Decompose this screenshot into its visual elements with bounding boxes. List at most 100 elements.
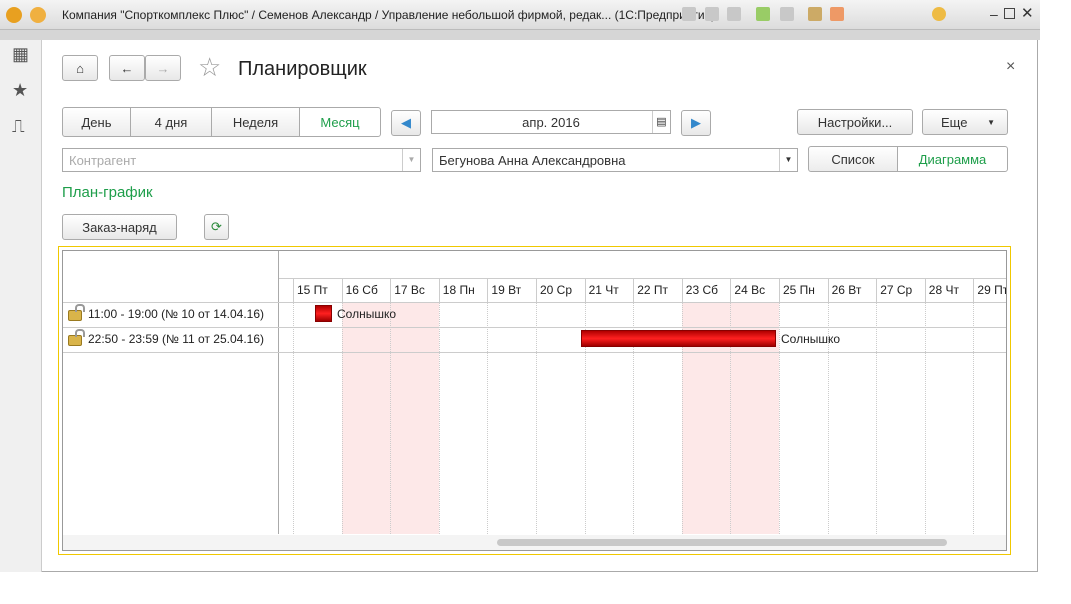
day-gridline [730, 302, 732, 534]
bookmark-icon[interactable] [780, 7, 794, 21]
period-week-button[interactable]: Неделя [211, 107, 300, 137]
maximize-icon[interactable] [1004, 8, 1015, 19]
weekend-column [341, 302, 391, 534]
row-label-text: 22:50 - 23:59 (№ 11 от 25.04.16) [88, 331, 264, 346]
minimize-icon[interactable]: – [990, 6, 998, 22]
prev-period-button[interactable]: ◀ [391, 110, 421, 136]
day-header: 23 Сб [681, 278, 731, 302]
day-header: 28 Чт [924, 278, 974, 302]
bar-label: Солнышко [337, 307, 397, 321]
header-divider [279, 278, 1006, 279]
close-window-icon[interactable]: ✕ [1021, 5, 1034, 22]
row-label[interactable]: 11:00 - 19:00 (№ 10 от 14.04.16) [68, 304, 264, 321]
lock-icon [68, 329, 85, 346]
lock-icon [68, 304, 85, 321]
day-gridline [876, 302, 878, 534]
settings-button[interactable]: Настройки... [797, 109, 913, 135]
period-field[interactable]: апр. 2016 ▤ [431, 110, 671, 134]
row-divider [63, 302, 1006, 303]
back-button[interactable]: ← [109, 55, 145, 81]
day-gridline [390, 302, 392, 534]
day-gridline [827, 302, 829, 534]
weekend-column [390, 302, 439, 534]
calendar-icon[interactable] [830, 7, 844, 21]
home-button[interactable]: ⌂ [62, 55, 98, 81]
window-titlebar: Компания "Спорткомплекс Плюс" / Семенов … [0, 0, 1040, 30]
order-bar[interactable] [580, 330, 776, 347]
chevron-down-icon[interactable]: ▼ [779, 149, 797, 171]
history-icon[interactable]: ⎍ [12, 116, 25, 136]
row-divider [63, 352, 1006, 353]
scrollbar-thumb[interactable] [497, 539, 947, 546]
calculator-icon[interactable] [808, 7, 822, 21]
save-icon[interactable] [682, 7, 696, 21]
refresh-button[interactable]: ⟳ [204, 214, 229, 240]
favorite-star-icon[interactable]: ☆ [198, 52, 222, 82]
day-gridline [779, 302, 780, 534]
employee-input[interactable]: Бегунова Анна Александровна ▼ [432, 148, 798, 172]
period-day-button[interactable]: День [62, 107, 131, 137]
day-gridline [293, 302, 294, 534]
day-gridline [584, 302, 586, 534]
day-header: 20 Ср [536, 278, 585, 302]
period-value: апр. 2016 [522, 115, 580, 130]
calendar-picker-icon[interactable]: ▤ [652, 111, 670, 133]
day-header: 24 Вс [730, 278, 779, 302]
counterparty-input[interactable]: Контрагент ▼ [62, 148, 421, 172]
star-icon[interactable]: ★ [12, 80, 29, 100]
day-header: 16 Сб [341, 278, 391, 302]
gantt-inner [62, 250, 1007, 551]
day-header: 22 Пт [633, 278, 682, 302]
counterparty-placeholder: Контрагент [69, 153, 137, 168]
day-gridline [681, 302, 683, 534]
day-gridline [341, 302, 343, 534]
more-button[interactable]: Еще ▼ [922, 109, 1008, 135]
period-month-button[interactable]: Месяц [299, 107, 381, 137]
info-icon[interactable] [932, 7, 946, 21]
employee-value: Бегунова Анна Александровна [439, 153, 626, 168]
day-header: 18 Пн [438, 278, 488, 302]
app-logo-icon [6, 7, 22, 23]
day-gridline [973, 302, 975, 534]
main-menu-icon[interactable] [30, 7, 46, 23]
row-label-text: 11:00 - 19:00 (№ 10 от 14.04.16) [88, 306, 264, 321]
more-label: Еще [941, 114, 968, 130]
day-header: 27 Ср [876, 278, 925, 302]
forward-button[interactable]: → [145, 55, 181, 81]
view-list-button[interactable]: Список [808, 146, 898, 172]
next-period-button[interactable]: ▶ [681, 110, 711, 136]
day-gridline [438, 302, 440, 534]
print-icon[interactable] [705, 7, 719, 21]
favorites-icon[interactable] [756, 7, 770, 21]
view-diagram-button[interactable]: Диаграмма [897, 146, 1008, 172]
day-header: 26 Вт [827, 278, 877, 302]
page-title: Планировщик [238, 58, 367, 80]
chevron-down-icon: ▼ [987, 117, 995, 127]
section-title: План-график [62, 184, 153, 201]
apps-grid-icon[interactable]: ▦ [12, 44, 30, 64]
close-page-button[interactable]: × [1006, 58, 1016, 75]
bar-label: Солнышко [781, 332, 841, 346]
gantt-chart [58, 246, 1011, 555]
day-header: 25 Пн [779, 278, 828, 302]
chevron-down-icon[interactable]: ▼ [402, 149, 420, 171]
order-bar[interactable] [315, 305, 332, 322]
label-column-divider [278, 251, 279, 534]
top-strip [0, 30, 1040, 40]
order-button[interactable]: Заказ-наряд [62, 214, 177, 240]
row-label[interactable]: 22:50 - 23:59 (№ 11 от 25.04.16) [68, 329, 264, 346]
day-gridline [633, 302, 635, 534]
day-header: 15 Пт [293, 278, 342, 302]
period-4days-button[interactable]: 4 дня [130, 107, 212, 137]
window-title: Компания "Спорткомплекс Плюс" / Семенов … [62, 8, 716, 22]
day-header: 19 Вт [487, 278, 536, 302]
day-header: 17 Вс [390, 278, 439, 302]
row-divider [63, 327, 1006, 328]
day-header: 21 Чт [584, 278, 634, 302]
day-gridline [536, 302, 537, 534]
horizontal-scrollbar[interactable] [63, 535, 1006, 550]
day-gridline [487, 302, 489, 534]
day-header: 29 Пт [973, 278, 1006, 302]
preview-icon[interactable] [727, 7, 741, 21]
sidebar: ▦ ★ ⎍ [0, 40, 42, 572]
